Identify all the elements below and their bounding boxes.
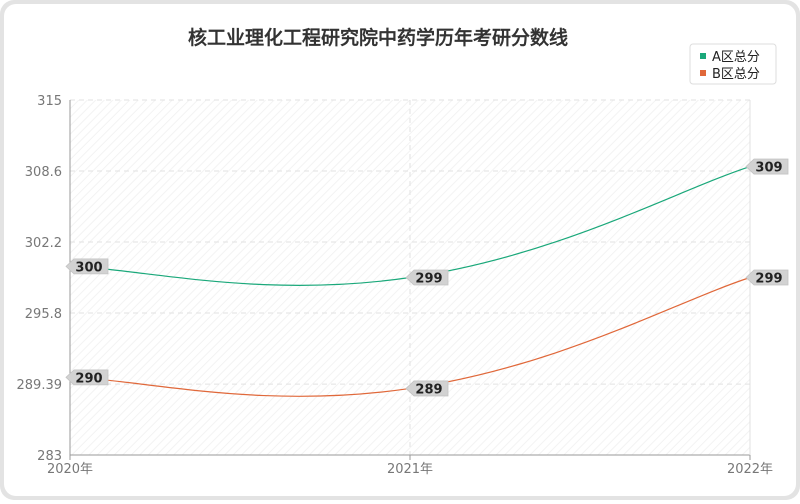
x-tick-label: 2022年	[727, 462, 773, 477]
legend-label: B区总分	[712, 67, 760, 82]
data-label-box	[65, 369, 109, 386]
legend: A区总分 B区总分	[689, 43, 777, 85]
data-label-box	[405, 269, 449, 286]
series: 300 299 309 290 289 299	[65, 158, 789, 397]
data-label: 309	[755, 161, 782, 176]
legend-marker	[700, 70, 706, 76]
y-tick-label: 289.39	[17, 378, 63, 393]
data-label: 290	[75, 371, 102, 386]
data-label: 300	[75, 260, 102, 275]
chart-title: 核工业理化工程研究院中药学历年考研分数线	[188, 26, 568, 49]
y-tick-label: 283	[37, 449, 62, 464]
data-label: 299	[755, 272, 782, 287]
y-tick-label: 308.6	[25, 165, 62, 180]
data-label: 289	[415, 382, 442, 397]
x-tick-label: 2020年	[47, 462, 93, 477]
axes: 283 289.39 295.8 302.2 308.6 315 2020年 2021年 202…	[17, 94, 774, 477]
data-label-box	[405, 380, 449, 397]
data-label: 299	[415, 272, 442, 287]
y-tick-label: 302.2	[25, 236, 62, 251]
y-tick-label: 315	[37, 94, 62, 109]
data-label-box	[745, 269, 789, 286]
y-tick-label: 295.8	[25, 307, 62, 322]
data-label-box	[65, 258, 109, 275]
legend-label: A区总分	[712, 50, 760, 65]
data-label-box	[745, 158, 789, 175]
legend-box	[689, 43, 777, 85]
legend-marker	[700, 53, 706, 59]
x-tick-label: 2021年	[387, 462, 433, 477]
